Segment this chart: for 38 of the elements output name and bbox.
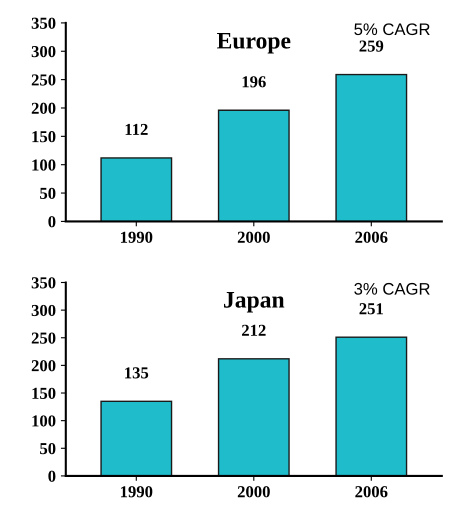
- y-tick-label: 200: [32, 102, 56, 114]
- y-tick-label: 300: [32, 46, 56, 58]
- bar: [335, 74, 408, 222]
- y-tick-label: 0: [48, 216, 56, 228]
- chart-title: Japan: [224, 292, 284, 313]
- y-tick-label: 250: [32, 74, 56, 86]
- data-label: 135: [125, 367, 148, 378]
- bar: [335, 336, 408, 476]
- bar: [100, 157, 172, 222]
- annotation: 5% CAGR: [354, 23, 430, 36]
- y-tick-label: 150: [32, 131, 56, 142]
- bar: [218, 358, 290, 476]
- y-tick-label: 350: [32, 18, 56, 29]
- chart-title: Europe: [217, 32, 290, 54]
- y-tick-label: 150: [32, 388, 56, 399]
- data-label: 212: [242, 324, 266, 336]
- x-tick-label: 2000: [238, 232, 270, 243]
- x-tick-label: 1990: [120, 232, 152, 243]
- y-tick-label: 250: [32, 332, 56, 344]
- x-tick-label: 2006: [355, 232, 388, 243]
- bar: [100, 400, 172, 476]
- y-tick-label: 50: [40, 188, 56, 200]
- x-tick-label: 1990: [120, 486, 152, 498]
- data-label: 196: [242, 76, 266, 88]
- y-tick-label: 0: [48, 470, 56, 482]
- y-tick-label: 300: [32, 304, 56, 316]
- y-tick-label: 100: [32, 415, 56, 427]
- y-tick-label: 350: [32, 277, 56, 288]
- annotation: 3% CAGR: [354, 282, 430, 295]
- bar: [218, 110, 290, 222]
- y-tick-label: 100: [32, 159, 56, 171]
- x-tick-label: 2000: [238, 486, 270, 498]
- y-tick-label: 200: [32, 360, 56, 372]
- data-label: 259: [360, 40, 384, 52]
- data-label: 251: [360, 303, 383, 314]
- y-tick-label: 50: [40, 442, 56, 454]
- data-label: 112: [126, 124, 148, 135]
- x-tick-label: 2006: [355, 486, 388, 498]
